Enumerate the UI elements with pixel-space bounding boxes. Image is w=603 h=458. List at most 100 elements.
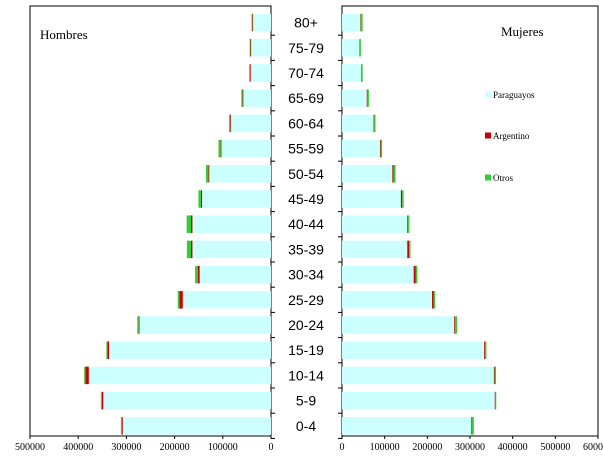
age-group-label: 50-54 [288, 166, 324, 182]
men-bar-argentino-35-39 [190, 240, 193, 259]
men-bar-paraguayos-80+ [252, 13, 271, 32]
women-bar-argentino-35-39 [407, 240, 410, 259]
men-bar-argentino-5-9 [101, 391, 104, 410]
women-bar-paraguayos-50-54 [342, 165, 393, 183]
women-bar-argentino-40-44 [407, 215, 409, 233]
women-bar-paraguayos-15-19 [342, 341, 485, 359]
women-axis-tick-label: 100000 [370, 442, 400, 453]
men-bar-argentino-65-69 [242, 89, 244, 107]
men-axis-tick-label: 0 [269, 442, 274, 453]
women-bar-paraguayos-75-79 [342, 39, 360, 57]
men-bar-argentino-0-4 [122, 417, 123, 435]
women-bar-paraguayos-40-44 [342, 215, 408, 233]
men-bar-otros-10-14 [84, 366, 86, 385]
women-bar-paraguayos-30-34 [342, 265, 414, 284]
men-bar-paraguayos-55-59 [221, 139, 271, 158]
men-bar-argentino-25-29 [179, 291, 183, 309]
men-bar-otros-80+ [251, 13, 253, 32]
men-bar-paraguayos-30-34 [199, 265, 271, 284]
men-axis-tick-label: 100000 [208, 442, 238, 453]
men-axis-tick-label: 200000 [160, 442, 190, 453]
age-group-labels: 80+ 75-79 70-74 65-69 60-64 55-59 50-54 45-49 40… [271, 15, 342, 439]
men-bar-otros-25-29 [177, 291, 180, 309]
women-bar-argentino-10-14 [493, 366, 495, 385]
men-bar-argentino-80+ [252, 13, 254, 32]
women-bar-paraguayos-5-9 [342, 391, 495, 410]
women-bar-paraguayos-60-64 [342, 114, 374, 133]
age-group-label: 70-74 [288, 65, 324, 81]
women-bar-argentino-0-4 [471, 417, 473, 435]
women-axis-tick-label: 600000 [583, 442, 603, 453]
age-group-label: 60-64 [288, 115, 324, 131]
women-bar-otros-55-59 [380, 139, 383, 158]
men-bars [84, 13, 271, 435]
women-bar-paraguayos-35-39 [342, 240, 408, 259]
men-bar-otros-35-39 [186, 240, 191, 259]
men-bar-argentino-15-19 [107, 341, 110, 359]
women-bar-otros-45-49 [402, 190, 404, 208]
men-bar-otros-60-64 [229, 114, 231, 133]
men-axis-tick-label: 400000 [63, 442, 93, 453]
men-bar-argentino-50-54 [208, 165, 210, 183]
men-bar-paraguayos-35-39 [192, 240, 271, 259]
men-bar-argentino-10-14 [85, 366, 89, 385]
age-group-label: 80+ [294, 15, 318, 31]
men-bar-paraguayos-10-14 [88, 366, 271, 385]
men-bar-otros-0-4 [120, 417, 123, 435]
men-bar-otros-55-59 [218, 139, 221, 158]
women-bar-otros-50-54 [393, 165, 396, 183]
men-bar-paraguayos-0-4 [122, 417, 271, 435]
age-group-label: 5-9 [296, 393, 316, 409]
men-bar-paraguayos-15-19 [109, 341, 271, 359]
men-axis-tick-label: 500000 [15, 442, 45, 453]
men-bar-otros-70-74 [249, 64, 250, 82]
men-bar-argentino-70-74 [249, 64, 251, 82]
men-bar-argentino-45-49 [200, 190, 203, 208]
women-bar-otros-5-9 [495, 391, 497, 410]
men-bar-otros-45-49 [198, 190, 201, 208]
women-bar-paraguayos-70-74 [342, 64, 362, 82]
women-panel-title: Mujeres [501, 24, 544, 39]
legend-label-argentino: Argentino [493, 131, 530, 141]
legend-label-otros: Otros [493, 173, 513, 183]
women-axis: 0 100000 200000 300000 400000 500000 600000 [340, 436, 603, 453]
men-bar-argentino-55-59 [220, 139, 222, 158]
women-bar-otros-0-4 [471, 417, 474, 435]
men-bar-argentino-20-24 [138, 316, 140, 334]
age-group-label: 25-29 [288, 292, 324, 308]
men-panel-title: Hombres [40, 27, 88, 42]
women-axis-tick-label: 300000 [455, 442, 485, 453]
legend-label-paraguayos: Paraguayos [493, 90, 535, 100]
age-group-label: 15-19 [288, 342, 324, 358]
women-bar-argentino-15-19 [484, 341, 485, 359]
men-bar-paraguayos-20-24 [139, 316, 271, 334]
women-bar-paraguayos-55-59 [342, 139, 380, 158]
women-bar-otros-40-44 [408, 215, 410, 233]
women-axis-tick-label: 0 [340, 442, 345, 453]
women-bar-otros-60-64 [374, 114, 376, 133]
men-axis: 500000 400000 300000 200000 100000 0 [15, 436, 274, 453]
women-bar-argentino-65-69 [366, 89, 368, 107]
men-bar-paraguayos-70-74 [250, 64, 271, 82]
men-bar-paraguayos-65-69 [243, 89, 271, 107]
men-bar-paraguayos-60-64 [230, 114, 271, 133]
women-bar-otros-20-24 [455, 316, 457, 334]
men-bar-paraguayos-40-44 [192, 215, 271, 233]
women-bar-argentino-45-49 [400, 190, 403, 208]
age-group-label: 10-14 [288, 367, 324, 383]
women-bar-argentino-60-64 [373, 114, 375, 133]
men-bar-otros-20-24 [137, 316, 139, 334]
women-bar-paraguayos-80+ [342, 13, 361, 32]
men-bar-paraguayos-5-9 [103, 391, 271, 410]
women-bar-argentino-20-24 [454, 316, 456, 334]
women-axis-tick-label: 200000 [412, 442, 442, 453]
women-axis-tick-label: 400000 [498, 442, 528, 453]
women-bar-otros-75-79 [359, 39, 361, 57]
women-bar-otros-30-34 [415, 265, 418, 284]
women-bar-argentino-5-9 [494, 391, 496, 410]
men-bar-otros-5-9 [100, 391, 102, 410]
men-bar-otros-40-44 [186, 215, 191, 233]
age-group-label: 30-34 [288, 267, 324, 283]
men-bar-otros-30-34 [195, 265, 198, 284]
